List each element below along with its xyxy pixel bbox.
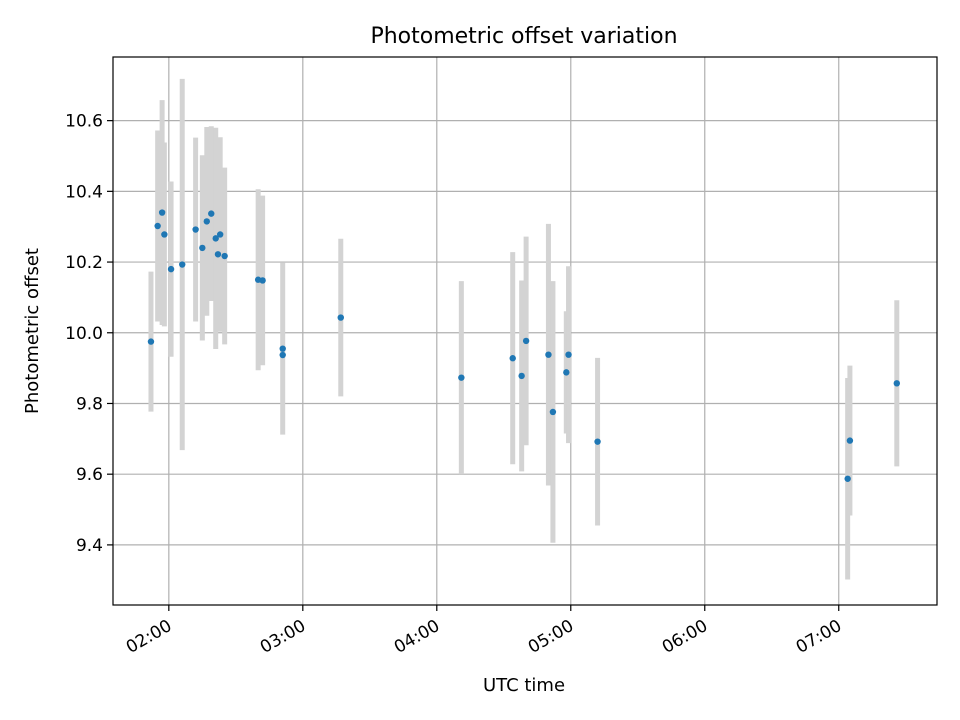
data-point	[221, 252, 228, 260]
x-tick-label: 04:00	[391, 616, 443, 658]
x-tick-label: 07:00	[793, 616, 845, 658]
y-axis-ticks: 9.4 9.6 9.8 10.0 10.2 10.4 10.6	[65, 112, 113, 556]
data-point	[161, 231, 168, 238]
data-point	[279, 345, 286, 352]
data-point	[518, 372, 525, 380]
x-tick-label: 03:00	[257, 616, 309, 658]
plot-frame	[112, 56, 938, 606]
data-point	[844, 475, 851, 482]
data-point	[259, 277, 266, 284]
data-point	[846, 437, 854, 444]
y-axis-label: Photometric offset	[22, 248, 43, 414]
y-tick-label: 10.2	[65, 253, 103, 273]
data-point	[522, 337, 530, 345]
data-point	[458, 374, 465, 381]
x-axis-label: UTC time	[483, 675, 565, 696]
x-axis-ticks: 02:00 03:00 04:00 05:00 06:00 07:00	[123, 605, 845, 658]
y-tick-label: 9.6	[76, 465, 103, 485]
y-tick-label: 9.4	[76, 536, 103, 556]
data-point	[208, 210, 215, 217]
data-point	[203, 218, 210, 225]
y-tick-label: 9.8	[76, 394, 103, 414]
data-point	[545, 351, 552, 358]
chart-title: Photometric offset variation	[370, 24, 677, 49]
x-tick-label: 05:00	[525, 616, 577, 658]
x-tick-label: 02:00	[123, 616, 175, 658]
data-point	[279, 351, 286, 359]
data-point	[594, 438, 601, 445]
data-point	[199, 244, 206, 252]
data-point	[179, 261, 186, 268]
y-tick-label: 10.0	[65, 324, 103, 344]
data-point	[167, 265, 175, 273]
error-bars	[148, 78, 900, 580]
data-point	[565, 351, 572, 358]
y-tick-label: 10.4	[65, 182, 103, 202]
data-point	[509, 355, 516, 362]
data-point	[147, 338, 155, 345]
data-point	[563, 369, 570, 376]
data-point	[158, 209, 166, 216]
data-point	[216, 231, 224, 238]
y-tick-label: 10.6	[65, 112, 103, 132]
data-point	[154, 222, 161, 230]
data-point	[337, 314, 344, 321]
x-tick-label: 06:00	[659, 616, 711, 658]
data-point	[212, 235, 219, 242]
data-points	[147, 209, 901, 482]
data-point	[192, 226, 199, 233]
data-point	[214, 251, 222, 258]
data-point	[549, 408, 557, 416]
data-point	[893, 380, 901, 387]
